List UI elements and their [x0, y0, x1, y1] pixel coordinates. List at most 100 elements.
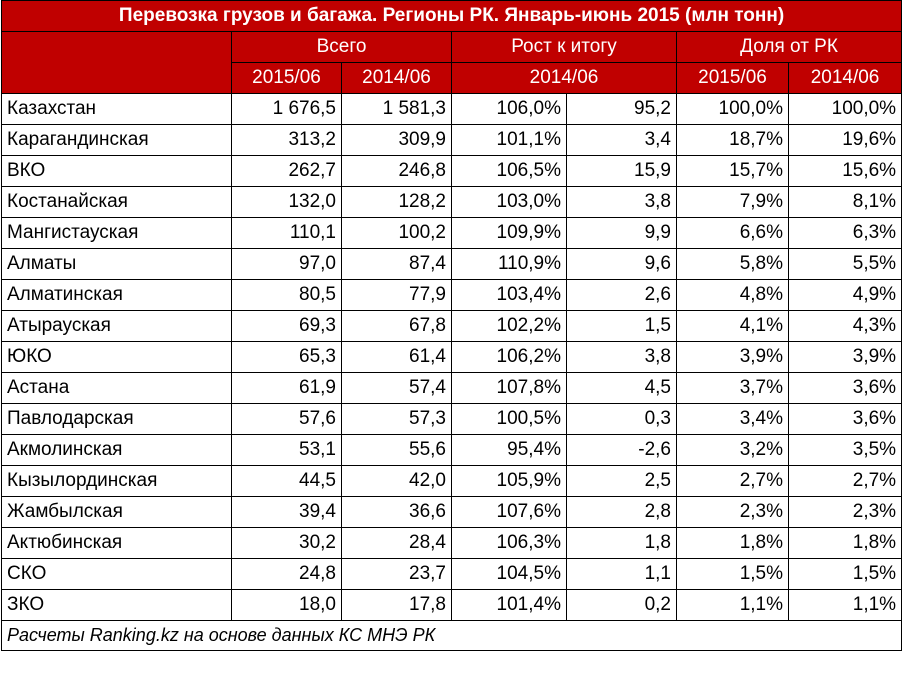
growth-abs-cell: 4,5	[566, 372, 677, 404]
growth-pct-cell: 109,9%	[451, 217, 567, 249]
share-2014-cell: 2,3%	[787, 496, 902, 528]
share-2015-cell: 1,8%	[676, 527, 789, 559]
table-row: Павлодарская 57,6 57,3 100,5% 0,3 3,4% 3,6%	[1, 403, 902, 435]
region-cell: Актюбинская	[1, 527, 232, 559]
freight-table: Перевозка грузов и багажа. Регионы РК. Я…	[0, 0, 902, 651]
region-cell: Карагандинская	[1, 124, 232, 156]
growth-abs-cell: 1,1	[566, 558, 677, 590]
share-2015-cell: 1,1%	[676, 589, 789, 621]
growth-pct-cell: 102,2%	[451, 310, 567, 342]
table-row: Атырауская 69,3 67,8 102,2% 1,5 4,1% 4,3%	[1, 310, 902, 342]
share-2014-cell: 6,3%	[787, 217, 902, 249]
share-2015-cell: 2,7%	[676, 465, 789, 497]
total-2014-header: 2014/06	[341, 62, 452, 94]
table-row: Актюбинская 30,2 28,4 106,3% 1,8 1,8% 1,8%	[1, 527, 902, 559]
total-2015-cell: 24,8	[231, 558, 342, 590]
region-cell: Алматинская	[1, 279, 232, 311]
growth-abs-cell: 0,2	[566, 589, 677, 621]
total-2015-header: 2015/06	[231, 62, 342, 94]
share-2015-header: 2015/06	[676, 62, 789, 94]
growth-pct-cell: 100,5%	[451, 403, 567, 435]
total-2014-cell: 17,8	[341, 589, 452, 621]
table-row: Алматинская 80,5 77,9 103,4% 2,6 4,8% 4,9%	[1, 279, 902, 311]
table-body: Казахстан 1 676,5 1 581,3 106,0% 95,2 100,0% 1…	[1, 93, 902, 621]
growth-pct-cell: 110,9%	[451, 248, 567, 280]
total-2015-cell: 69,3	[231, 310, 342, 342]
region-cell: ВКО	[1, 155, 232, 187]
total-2015-cell: 57,6	[231, 403, 342, 435]
share-2014-cell: 4,3%	[787, 310, 902, 342]
share-2015-cell: 2,3%	[676, 496, 789, 528]
table-row: Алматы 97,0 87,4 110,9% 9,6 5,8% 5,5%	[1, 248, 902, 280]
growth-abs-cell: 2,5	[566, 465, 677, 497]
region-cell: ЗКО	[1, 589, 232, 621]
share-2015-cell: 6,6%	[676, 217, 789, 249]
growth-sub-header: 2014/06	[451, 62, 677, 94]
growth-pct-cell: 103,4%	[451, 279, 567, 311]
growth-abs-cell: 0,3	[566, 403, 677, 435]
total-2014-cell: 23,7	[341, 558, 452, 590]
region-cell: Костанайская	[1, 186, 232, 218]
region-cell: ЮКО	[1, 341, 232, 373]
growth-abs-cell: 3,8	[566, 186, 677, 218]
table-row: Карагандинская 313,2 309,9 101,1% 3,4 18,7% 19…	[1, 124, 902, 156]
growth-pct-cell: 107,6%	[451, 496, 567, 528]
share-2015-cell: 100,0%	[676, 93, 789, 125]
share-2015-cell: 15,7%	[676, 155, 789, 187]
share-2014-cell: 4,9%	[787, 279, 902, 311]
table-row: Казахстан 1 676,5 1 581,3 106,0% 95,2 100,0% 1…	[1, 93, 902, 125]
region-cell: Жамбылская	[1, 496, 232, 528]
growth-abs-cell: 9,9	[566, 217, 677, 249]
region-cell: Казахстан	[1, 93, 232, 125]
share-2015-cell: 18,7%	[676, 124, 789, 156]
share-2014-cell: 100,0%	[787, 93, 902, 125]
total-2015-cell: 53,1	[231, 434, 342, 466]
total-2014-cell: 42,0	[341, 465, 452, 497]
table-row: Жамбылская 39,4 36,6 107,6% 2,8 2,3% 2,3%	[1, 496, 902, 528]
growth-abs-cell: 2,6	[566, 279, 677, 311]
total-2015-cell: 18,0	[231, 589, 342, 621]
total-2014-cell: 57,3	[341, 403, 452, 435]
region-cell: Акмолинская	[1, 434, 232, 466]
share-2015-cell: 3,9%	[676, 341, 789, 373]
share-2014-cell: 15,6%	[787, 155, 902, 187]
total-2014-cell: 61,4	[341, 341, 452, 373]
share-2015-cell: 1,5%	[676, 558, 789, 590]
share-2014-header: 2014/06	[787, 62, 902, 94]
total-2014-cell: 100,2	[341, 217, 452, 249]
total-2015-cell: 65,3	[231, 341, 342, 373]
growth-pct-cell: 104,5%	[451, 558, 567, 590]
total-2014-cell: 309,9	[341, 124, 452, 156]
total-2015-cell: 30,2	[231, 527, 342, 559]
total-2014-cell: 55,6	[341, 434, 452, 466]
region-cell: Астана	[1, 372, 232, 404]
share-2014-cell: 3,6%	[787, 372, 902, 404]
share-2015-cell: 3,4%	[676, 403, 789, 435]
total-2015-cell: 110,1	[231, 217, 342, 249]
share-2014-cell: 8,1%	[787, 186, 902, 218]
table-row: Костанайская 132,0 128,2 103,0% 3,8 7,9% 8,1%	[1, 186, 902, 218]
table-row: ВКО 262,7 246,8 106,5% 15,9 15,7% 15,6%	[1, 155, 902, 187]
share-2014-cell: 2,7%	[787, 465, 902, 497]
growth-pct-cell: 103,0%	[451, 186, 567, 218]
growth-abs-cell: 3,8	[566, 341, 677, 373]
growth-abs-cell: 2,8	[566, 496, 677, 528]
share-2014-cell: 3,5%	[787, 434, 902, 466]
total-2015-cell: 97,0	[231, 248, 342, 280]
total-2014-cell: 1 581,3	[341, 93, 452, 125]
total-2014-cell: 77,9	[341, 279, 452, 311]
table-row: Кызылординская 44,5 42,0 105,9% 2,5 2,7% 2,7%	[1, 465, 902, 497]
share-2014-cell: 5,5%	[787, 248, 902, 280]
growth-abs-cell: 15,9	[566, 155, 677, 187]
total-2015-cell: 44,5	[231, 465, 342, 497]
table-row: ЮКО 65,3 61,4 106,2% 3,8 3,9% 3,9%	[1, 341, 902, 373]
total-2014-cell: 87,4	[341, 248, 452, 280]
region-cell: СКО	[1, 558, 232, 590]
region-cell: Павлодарская	[1, 403, 232, 435]
region-cell: Алматы	[1, 248, 232, 280]
table-row: ЗКО 18,0 17,8 101,4% 0,2 1,1% 1,1%	[1, 589, 902, 621]
growth-pct-cell: 101,1%	[451, 124, 567, 156]
growth-abs-cell: 95,2	[566, 93, 677, 125]
region-cell: Мангистауская	[1, 217, 232, 249]
region-cell: Кызылординская	[1, 465, 232, 497]
